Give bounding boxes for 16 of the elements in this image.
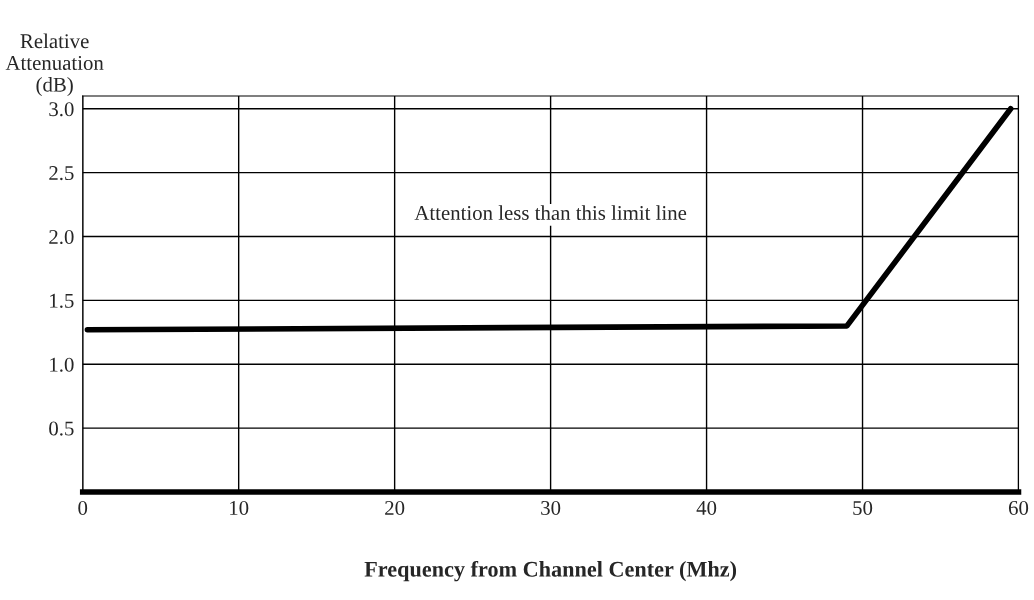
y-tick-label: 1.5 <box>50 293 74 308</box>
x-tick-label: 40 <box>696 500 717 515</box>
x-tick-label: 10 <box>230 500 249 515</box>
x-tick-label: 60 <box>1008 500 1029 515</box>
y-axis-title: Relative Attenuation (dB) <box>5 33 104 96</box>
y-tick-label: 2.0 <box>49 229 74 245</box>
x-axis-title: Frequency from Channel Center (Mhz) <box>364 560 737 582</box>
x-tick-label: 50 <box>853 500 873 515</box>
annotation: Attention less than this limit line <box>414 205 687 221</box>
y-tick-label: 1.0 <box>50 357 74 372</box>
x-tick-label: 20 <box>385 500 405 515</box>
x-tick-label: 0 <box>78 500 88 515</box>
y-tick-label: 2.5 <box>49 166 74 181</box>
y-tick-label: 0.5 <box>49 421 74 436</box>
y-tick-label: 3.0 <box>49 102 74 117</box>
x-tick-label: 30 <box>541 500 561 515</box>
